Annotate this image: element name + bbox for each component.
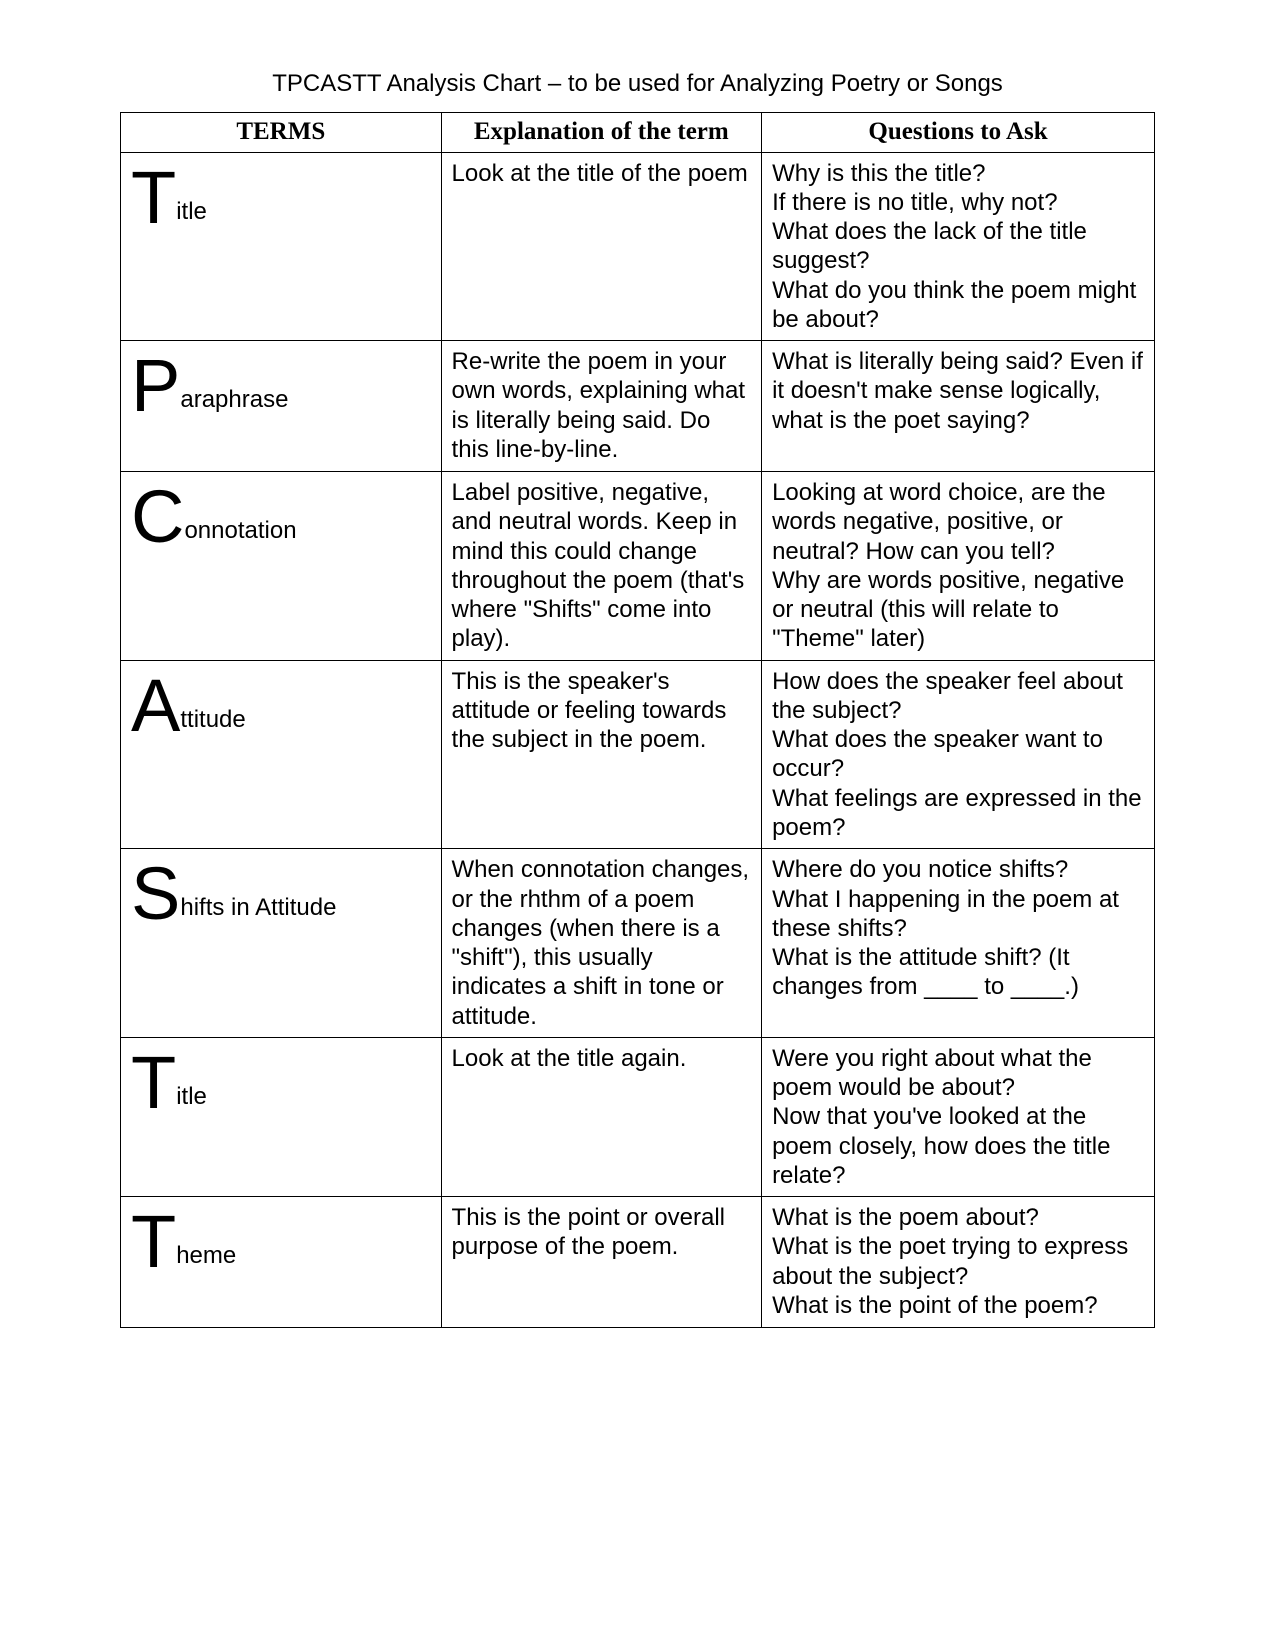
term-letter: T — [131, 1205, 176, 1279]
explanation-cell: Look at the title again. — [441, 1037, 762, 1196]
term-letter: S — [131, 857, 180, 931]
page: TPCASTT Analysis Chart – to be used for … — [0, 0, 1275, 1408]
table-header-row: TERMS Explanation of the term Questions … — [121, 113, 1155, 153]
term-rest: itle — [176, 1085, 207, 1109]
term-rest: heme — [176, 1244, 236, 1268]
explanation-cell: Re-write the poem in your own words, exp… — [441, 341, 762, 472]
term-cell: T itle — [121, 1037, 442, 1196]
term-letter: T — [131, 1046, 176, 1120]
table-row: S hifts in Attitude When connotation cha… — [121, 849, 1155, 1038]
table-row: T itle Look at the title again. Were you… — [121, 1037, 1155, 1196]
term-cell: T itle — [121, 152, 442, 341]
term-letter: C — [131, 480, 184, 554]
table-row: C onnotation Label positive, negative, a… — [121, 472, 1155, 661]
questions-cell: What is the poem about?What is the poet … — [762, 1197, 1155, 1328]
tpcastt-table: TERMS Explanation of the term Questions … — [120, 112, 1155, 1328]
term-rest: hifts in Attitude — [180, 896, 336, 920]
term-rest: onnotation — [184, 519, 296, 543]
term-cell: A ttitude — [121, 660, 442, 849]
term-rest: ttitude — [180, 708, 245, 732]
questions-cell: Where do you notice shifts?What I happen… — [762, 849, 1155, 1038]
questions-cell: What is literally being said? Even if it… — [762, 341, 1155, 472]
questions-cell: How does the speaker feel about the subj… — [762, 660, 1155, 849]
table-row: A ttitude This is the speaker's attitude… — [121, 660, 1155, 849]
explanation-cell: This is the point or overall purpose of … — [441, 1197, 762, 1328]
term-letter: T — [131, 161, 176, 235]
term-cell: P araphrase — [121, 341, 442, 472]
explanation-cell: Label positive, negative, and neutral wo… — [441, 472, 762, 661]
explanation-cell: When connotation changes, or the rhthm o… — [441, 849, 762, 1038]
document-title: TPCASTT Analysis Chart – to be used for … — [120, 70, 1155, 98]
term-letter: A — [131, 669, 180, 743]
questions-cell: Looking at word choice, are the words ne… — [762, 472, 1155, 661]
explanation-cell: Look at the title of the poem — [441, 152, 762, 341]
table-row: P araphrase Re-write the poem in your ow… — [121, 341, 1155, 472]
questions-cell: Why is this the title?If there is no tit… — [762, 152, 1155, 341]
term-cell: T heme — [121, 1197, 442, 1328]
header-questions: Questions to Ask — [762, 113, 1155, 153]
table-row: T itle Look at the title of the poem Why… — [121, 152, 1155, 341]
term-rest: itle — [176, 200, 207, 224]
term-letter: P — [131, 349, 180, 423]
term-cell: S hifts in Attitude — [121, 849, 442, 1038]
questions-cell: Were you right about what the poem would… — [762, 1037, 1155, 1196]
explanation-cell: This is the speaker's attitude or feelin… — [441, 660, 762, 849]
header-terms: TERMS — [121, 113, 442, 153]
table-row: T heme This is the point or overall purp… — [121, 1197, 1155, 1328]
header-explanation: Explanation of the term — [441, 113, 762, 153]
term-cell: C onnotation — [121, 472, 442, 661]
term-rest: araphrase — [180, 388, 288, 412]
